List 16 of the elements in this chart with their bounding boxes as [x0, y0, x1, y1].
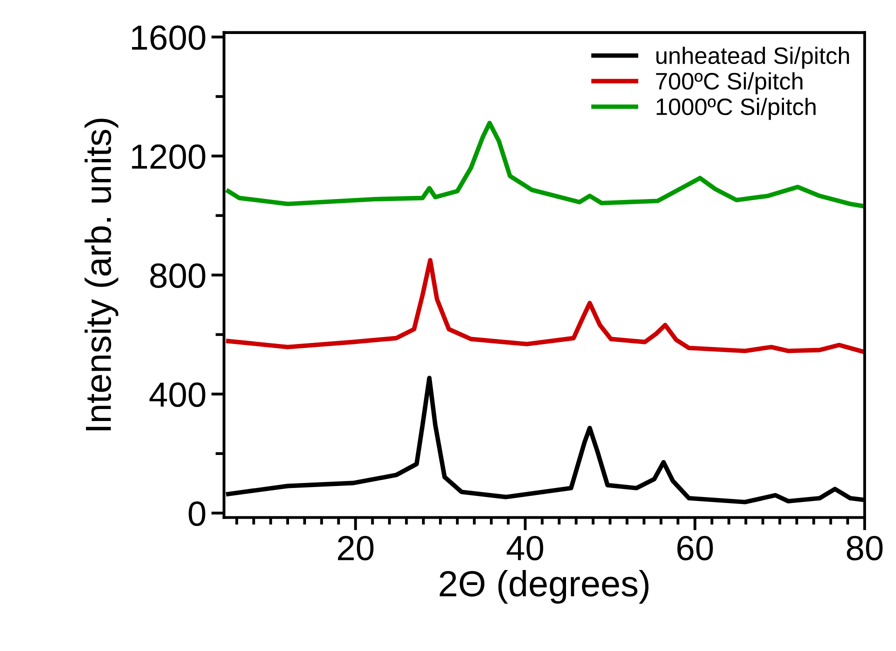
x-tick-label: 60 — [677, 536, 713, 560]
x-tick-label: 20 — [338, 536, 374, 560]
legend-label: 1000ºC Si/pitch — [656, 98, 816, 120]
y-tick-label: 0 — [188, 501, 206, 526]
y-tick-label: 1200 — [132, 144, 206, 169]
y-tick-label: 400 — [150, 382, 206, 407]
y-tick-label: 800 — [150, 263, 206, 288]
x-axis-title: 2Θ (degrees) — [440, 570, 648, 604]
legend-label: unheatead Si/pitch — [656, 46, 849, 69]
line-series — [226, 120, 865, 208]
y-tick-label: 1600 — [132, 25, 206, 50]
y-axis-title: Intensity (arb. units) — [84, 118, 118, 430]
legend-label: 700ºC Si/pitch — [656, 72, 802, 94]
line-series — [226, 258, 865, 354]
x-tick-label: 40 — [506, 536, 544, 560]
x-tick-label: 80 — [846, 536, 883, 560]
